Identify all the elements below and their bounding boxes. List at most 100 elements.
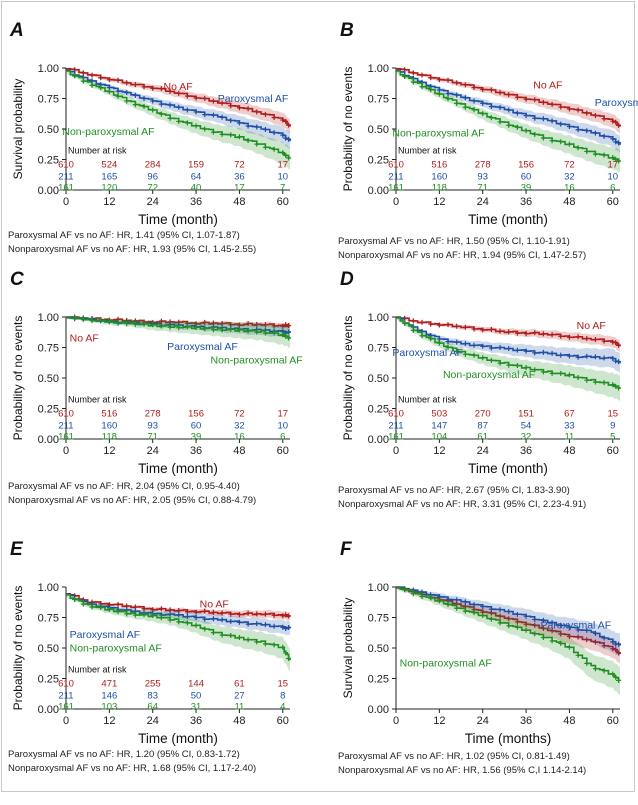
risk-count: 10 bbox=[607, 172, 618, 183]
censor-mark bbox=[202, 626, 208, 632]
hr-line-paroxysmal: Paroxysmal AF vs no AF: HR, 1.20 (95% CI… bbox=[8, 749, 240, 760]
censor-mark bbox=[540, 617, 546, 623]
risk-count: 17 bbox=[234, 183, 245, 194]
censor-mark bbox=[283, 650, 289, 656]
censor-mark bbox=[271, 146, 277, 152]
censor-mark bbox=[228, 611, 234, 617]
censor-mark bbox=[584, 377, 590, 383]
censor-mark bbox=[193, 109, 199, 115]
y-tick-label: 0.75 bbox=[368, 94, 389, 106]
censor-mark bbox=[436, 91, 442, 97]
censor-mark bbox=[158, 101, 164, 107]
risk-count: 50 bbox=[191, 691, 202, 702]
censor-mark bbox=[184, 107, 190, 113]
censor-mark bbox=[566, 353, 572, 359]
y-tick-label: 0.50 bbox=[368, 124, 389, 136]
censor-mark bbox=[592, 151, 598, 157]
y-axis-title: Probability of no events bbox=[341, 67, 355, 192]
risk-count: 160 bbox=[101, 421, 117, 432]
y-tick-label: 0.75 bbox=[38, 343, 59, 355]
censor-mark bbox=[575, 627, 581, 633]
censor-mark bbox=[616, 359, 622, 365]
censor-mark bbox=[584, 110, 590, 116]
risk-table-title: Number at risk bbox=[68, 664, 127, 674]
km-chart: 0 12 24 36 48 60 0.00 0.25 0.50 0.75 1.00 Time (mon… bbox=[341, 312, 622, 476]
censor-mark bbox=[566, 372, 572, 378]
km-chart: 0 12 24 36 48 60 0.00 0.25 0.50 0.75 1.00 Time (mon… bbox=[11, 582, 292, 746]
censor-mark bbox=[480, 355, 486, 361]
censor-mark bbox=[124, 80, 130, 86]
x-tick-label: 12 bbox=[433, 196, 445, 208]
censor-mark bbox=[523, 621, 529, 627]
censor-mark bbox=[80, 70, 86, 76]
risk-count: 103 bbox=[101, 702, 117, 713]
censor-mark bbox=[532, 115, 538, 121]
risk-count: 31 bbox=[191, 702, 202, 713]
km-chart: 0 12 24 36 48 60 0.00 0.25 0.50 0.75 1.00 Time (mon… bbox=[341, 582, 622, 746]
risk-count: 32 bbox=[521, 432, 532, 443]
risk-count: 71 bbox=[147, 432, 158, 443]
censor-mark bbox=[132, 82, 138, 88]
risk-count: 64 bbox=[191, 172, 202, 183]
censor-mark bbox=[488, 87, 494, 93]
y-tick-label: 0.00 bbox=[368, 434, 389, 446]
censor-mark bbox=[445, 77, 451, 83]
series-line-paroxysmal-af bbox=[396, 586, 621, 646]
censor-mark bbox=[72, 315, 78, 321]
censor-mark bbox=[506, 609, 512, 615]
censor-mark bbox=[419, 333, 425, 339]
censor-mark bbox=[283, 322, 289, 328]
censor-mark bbox=[488, 357, 494, 363]
censor-mark bbox=[150, 85, 156, 91]
censor-mark bbox=[115, 77, 121, 83]
censor-mark bbox=[471, 107, 477, 113]
y-tick-label: 0.75 bbox=[368, 613, 389, 625]
censor-mark bbox=[402, 587, 408, 593]
risk-count: 4 bbox=[280, 702, 285, 713]
censor-mark bbox=[566, 624, 572, 630]
censor-mark bbox=[280, 117, 286, 123]
censor-mark bbox=[98, 604, 104, 610]
risk-count: 87 bbox=[477, 421, 488, 432]
censor-mark bbox=[115, 93, 121, 99]
censor-mark bbox=[613, 119, 619, 125]
y-tick-label: 0.00 bbox=[368, 704, 389, 716]
y-tick-label: 0.00 bbox=[38, 434, 59, 446]
censor-mark bbox=[280, 150, 286, 156]
censor-mark bbox=[286, 625, 292, 631]
censor-mark bbox=[532, 616, 538, 622]
censor-mark bbox=[228, 633, 234, 639]
risk-count: 278 bbox=[475, 159, 491, 170]
censor-mark bbox=[616, 122, 622, 128]
x-tick-label: 24 bbox=[147, 715, 159, 727]
censor-mark bbox=[523, 365, 529, 371]
censor-mark bbox=[202, 325, 208, 331]
censor-mark bbox=[286, 122, 292, 128]
y-tick-label: 1.00 bbox=[38, 582, 59, 594]
censor-mark bbox=[184, 614, 190, 620]
censor-mark bbox=[497, 607, 503, 613]
ci-band-no-af bbox=[66, 68, 290, 134]
censor-mark bbox=[210, 327, 216, 333]
panel-label: E bbox=[10, 539, 23, 560]
censor-mark bbox=[176, 612, 182, 618]
censor-mark bbox=[158, 615, 164, 621]
censor-mark bbox=[410, 591, 416, 597]
risk-count: 6 bbox=[280, 432, 285, 443]
hr-line-nonparoxysmal: Nonparoxysmal AF vs no AF: HR, 3.31 (95%… bbox=[338, 499, 587, 510]
censor-mark bbox=[592, 666, 598, 672]
risk-count: 5 bbox=[610, 432, 615, 443]
censor-mark bbox=[454, 348, 460, 354]
risk-count: 33 bbox=[564, 421, 575, 432]
risk-count: 161 bbox=[388, 432, 404, 443]
censor-mark bbox=[575, 145, 581, 151]
censor-mark bbox=[219, 632, 225, 638]
y-axis-title: Probability of no events bbox=[11, 586, 25, 711]
panel-label: A bbox=[10, 20, 24, 41]
censor-mark bbox=[141, 612, 147, 618]
censor-mark bbox=[245, 328, 251, 334]
censor-mark bbox=[124, 321, 130, 327]
censor-mark bbox=[228, 326, 234, 332]
censor-mark bbox=[445, 602, 451, 608]
censor-mark bbox=[514, 124, 520, 130]
